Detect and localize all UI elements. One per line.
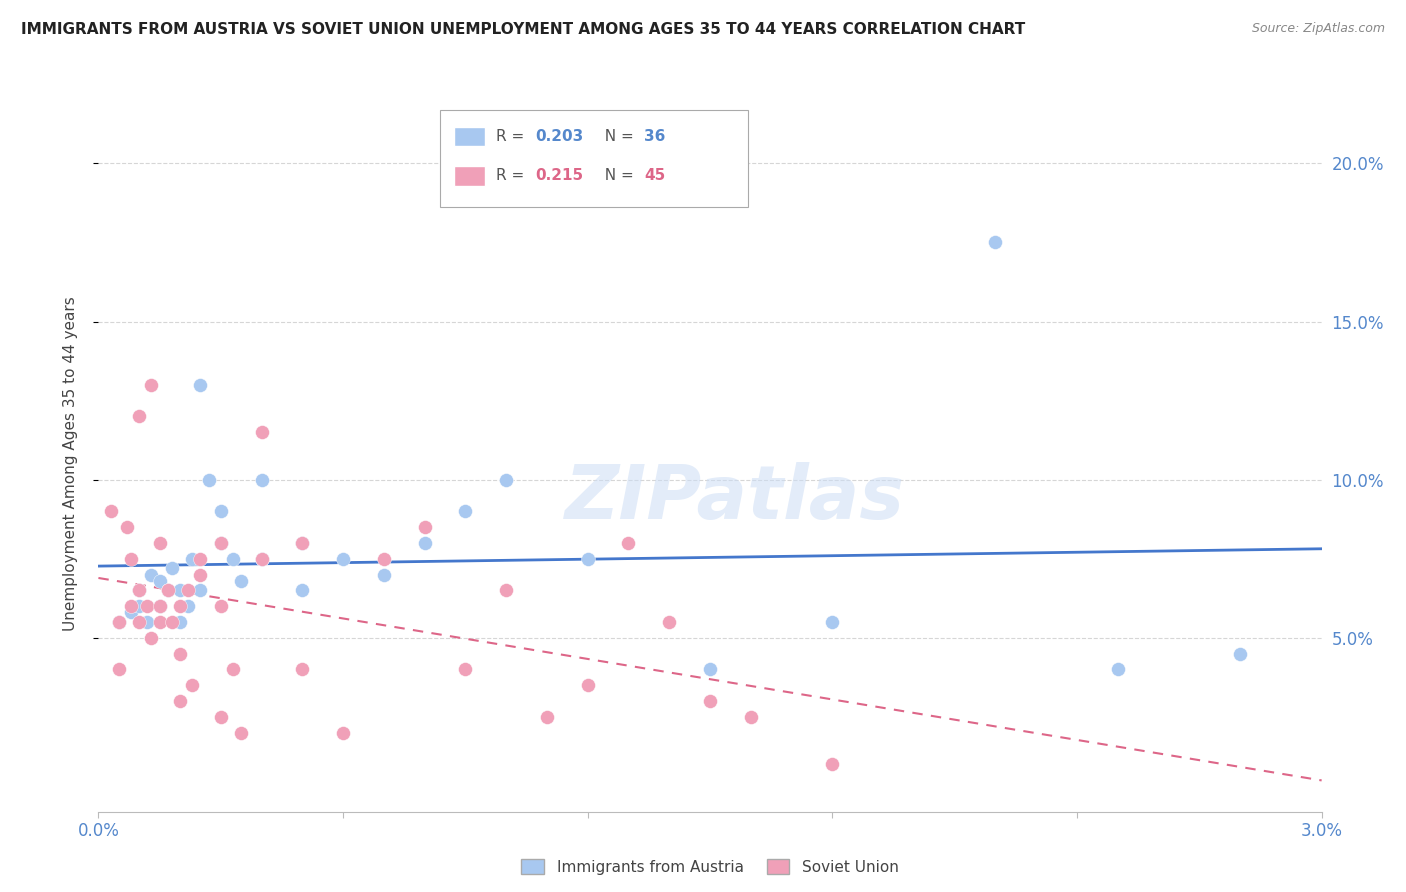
Point — [156, 583, 179, 598]
Point — [188, 551, 212, 566]
Point — [128, 409, 150, 424]
Point — [169, 599, 191, 614]
Y-axis label: Unemployment Among Ages 35 to 44 years: Unemployment Among Ages 35 to 44 years — [63, 296, 77, 632]
Text: 0.203: 0.203 — [536, 129, 583, 144]
Text: R =: R = — [496, 129, 530, 144]
Point — [169, 615, 191, 629]
Point — [197, 473, 219, 487]
Legend: Immigrants from Austria, Soviet Union: Immigrants from Austria, Soviet Union — [516, 853, 904, 880]
Text: Source: ZipAtlas.com: Source: ZipAtlas.com — [1251, 22, 1385, 36]
Point — [250, 551, 273, 566]
Text: 36: 36 — [644, 129, 665, 144]
Point — [149, 599, 172, 614]
Text: IMMIGRANTS FROM AUSTRIA VS SOVIET UNION UNEMPLOYMENT AMONG AGES 35 TO 44 YEARS C: IMMIGRANTS FROM AUSTRIA VS SOVIET UNION … — [21, 22, 1025, 37]
Point — [188, 567, 212, 582]
Point — [699, 662, 721, 676]
Point — [495, 583, 517, 598]
Text: R =: R = — [496, 169, 530, 183]
Point — [128, 583, 150, 598]
Point — [291, 583, 314, 598]
Point — [291, 662, 314, 676]
Point — [658, 615, 681, 629]
Point — [250, 473, 273, 487]
Point — [413, 520, 436, 534]
Point — [291, 536, 314, 550]
Point — [188, 583, 212, 598]
Point — [821, 615, 844, 629]
Point — [209, 710, 232, 724]
Point — [108, 615, 131, 629]
Point — [209, 536, 232, 550]
Text: 45: 45 — [644, 169, 665, 183]
Point — [332, 551, 354, 566]
Point — [576, 678, 599, 692]
Point — [141, 567, 163, 582]
Point — [120, 551, 142, 566]
Point — [291, 536, 314, 550]
Text: 0.215: 0.215 — [536, 169, 583, 183]
Point — [821, 757, 844, 772]
Point — [128, 583, 150, 598]
Point — [699, 694, 721, 708]
Point — [120, 599, 142, 614]
Point — [108, 662, 131, 676]
Text: N =: N = — [595, 129, 638, 144]
Point — [209, 599, 232, 614]
Point — [373, 567, 395, 582]
Point — [149, 536, 172, 550]
Point — [181, 678, 204, 692]
Point — [984, 235, 1007, 250]
Text: ZIPatlas: ZIPatlas — [564, 462, 904, 535]
Point — [149, 574, 172, 588]
Point — [100, 504, 122, 518]
Text: N =: N = — [595, 169, 638, 183]
Point — [617, 536, 640, 550]
Point — [495, 473, 517, 487]
Point — [169, 583, 191, 598]
Point — [231, 574, 253, 588]
Point — [188, 377, 212, 392]
Point — [136, 599, 159, 614]
Point — [454, 662, 477, 676]
Point — [169, 647, 191, 661]
Point — [454, 504, 477, 518]
Point — [128, 599, 150, 614]
Point — [231, 725, 253, 739]
Point — [1107, 662, 1129, 676]
Point — [209, 536, 232, 550]
Point — [108, 615, 131, 629]
Point — [181, 551, 204, 566]
Point — [160, 561, 183, 575]
Point — [128, 615, 150, 629]
Point — [413, 536, 436, 550]
Point — [156, 583, 179, 598]
Point — [222, 551, 245, 566]
Point — [1229, 647, 1251, 661]
Point — [222, 662, 245, 676]
Point — [250, 425, 273, 440]
Point — [141, 377, 163, 392]
Point — [177, 583, 200, 598]
Point — [250, 551, 273, 566]
Point — [332, 725, 354, 739]
Point — [740, 710, 762, 724]
Point — [149, 615, 172, 629]
Point — [209, 504, 232, 518]
Point — [115, 520, 138, 534]
Point — [141, 631, 163, 645]
Point — [160, 615, 183, 629]
Point — [373, 551, 395, 566]
Point — [136, 615, 159, 629]
Point — [177, 599, 200, 614]
Point — [120, 606, 142, 620]
Point — [149, 599, 172, 614]
Point — [536, 710, 558, 724]
Point — [169, 694, 191, 708]
Point — [576, 551, 599, 566]
